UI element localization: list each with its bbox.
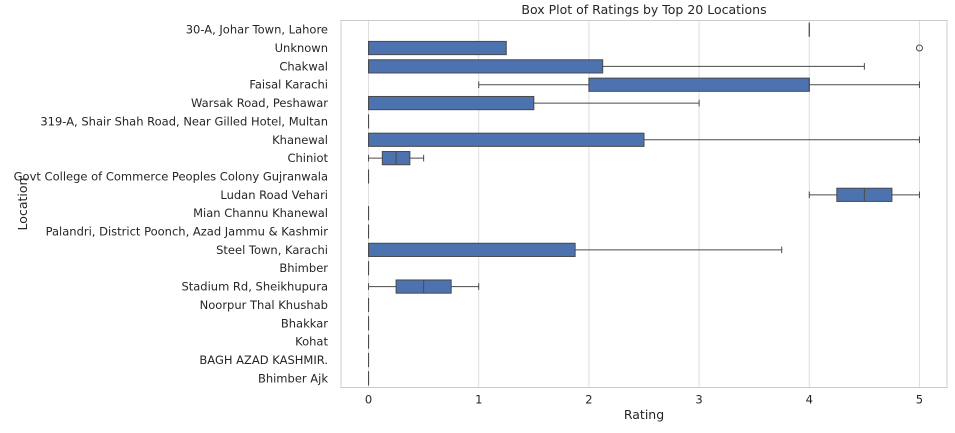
y-tick-labels: 30-A, Johar Town, Lahore Unknown Chakwal Fa… bbox=[14, 23, 329, 386]
x-axis-title: Rating bbox=[624, 407, 664, 422]
y-tick-label: Ludan Road Vehari bbox=[220, 188, 328, 202]
box-group bbox=[368, 40, 923, 56]
x-tick-label: 3 bbox=[695, 393, 702, 407]
y-tick-label: Bhakkar bbox=[281, 316, 328, 330]
x-tick-labels: 0 1 2 3 4 5 bbox=[365, 393, 923, 407]
y-tick-label: BAGH AZAD KASHMIR. bbox=[199, 353, 328, 367]
y-tick-label: Faisal Karachi bbox=[249, 78, 328, 92]
box-group bbox=[368, 242, 783, 257]
y-tick-label: Govt College of Commerce Peoples Colony … bbox=[14, 169, 328, 183]
y-tick-label: Bhimber bbox=[279, 261, 328, 275]
y-tick-label: Kohat bbox=[295, 335, 328, 349]
y-tick-label: Mian Channu Khanewal bbox=[193, 206, 328, 220]
box-group bbox=[368, 132, 920, 147]
y-tick-label: Khanewal bbox=[272, 133, 328, 147]
box-iqr bbox=[368, 59, 604, 74]
y-tick-label: Bhimber Ajk bbox=[258, 371, 328, 385]
box-iqr bbox=[368, 242, 576, 257]
box-group bbox=[368, 95, 700, 111]
x-tick-label: 1 bbox=[475, 393, 482, 407]
box-group bbox=[368, 151, 425, 166]
outlier-point bbox=[915, 44, 923, 52]
y-tick-label: Chakwal bbox=[279, 59, 328, 73]
y-tick-label: Chiniot bbox=[287, 151, 328, 165]
x-tick-label: 2 bbox=[585, 393, 592, 407]
y-tick-label: Stadium Rd, Sheikhupura bbox=[181, 280, 328, 294]
y-tick-label: Warsak Road, Peshawar bbox=[191, 96, 328, 110]
x-tick-label: 4 bbox=[806, 393, 813, 407]
y-axis-title: Location bbox=[15, 178, 30, 231]
x-tick-label: 0 bbox=[365, 393, 372, 407]
box-iqr bbox=[588, 77, 810, 92]
plot-area-frame bbox=[340, 20, 948, 388]
y-tick-label: Unknown bbox=[275, 41, 328, 55]
x-tick-label: 5 bbox=[916, 393, 923, 407]
y-tick-label: Steel Town, Karachi bbox=[216, 243, 328, 257]
chart-title: Box Plot of Ratings by Top 20 Locations bbox=[521, 2, 766, 17]
y-tick-label: Palandri, District Poonch, Azad Jammu & … bbox=[46, 225, 329, 239]
grid-lines bbox=[368, 20, 920, 388]
y-tick-label: 30-A, Johar Town, Lahore bbox=[186, 23, 328, 37]
box-group bbox=[368, 279, 480, 294]
y-tick-label: Noorpur Thal Khushab bbox=[200, 298, 328, 312]
box-group bbox=[808, 187, 920, 202]
box-iqr bbox=[368, 95, 535, 111]
box-group bbox=[478, 77, 920, 92]
boxes-layer bbox=[368, 22, 923, 386]
box-iqr bbox=[368, 40, 507, 56]
y-tick-label: 319-A, Shair Shah Road, Near Gilled Hote… bbox=[40, 114, 328, 128]
box-iqr bbox=[368, 132, 645, 147]
box-group bbox=[368, 59, 865, 74]
